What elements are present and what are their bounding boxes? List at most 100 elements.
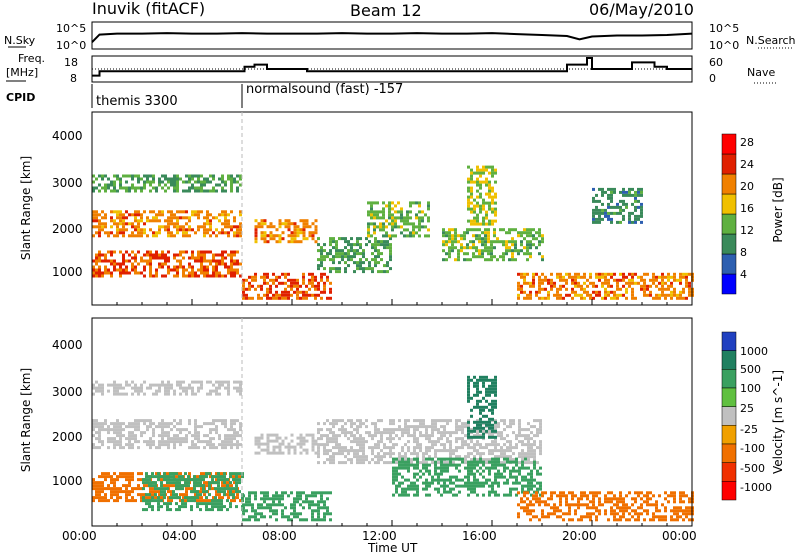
velocity-cell <box>443 446 446 450</box>
power-cell <box>538 296 541 300</box>
velocity-cell <box>317 461 320 465</box>
power-cell <box>176 225 179 229</box>
velocity-cell <box>359 434 362 438</box>
velocity-cell <box>425 487 428 491</box>
velocity-cell <box>254 439 258 443</box>
velocity-cell <box>107 472 110 476</box>
velocity-cell <box>497 481 500 485</box>
noise-sky-line <box>91 32 693 43</box>
power-cell <box>320 258 323 262</box>
velocity-cell <box>509 443 512 447</box>
velocity-cell <box>224 446 227 450</box>
power-cell <box>305 219 309 223</box>
velocity-cell <box>503 469 506 473</box>
power-cell <box>119 265 122 269</box>
power-cell <box>134 234 137 238</box>
velocity-cell <box>413 446 416 450</box>
velocity-cell <box>311 509 314 513</box>
power-cell <box>137 271 140 275</box>
velocity-cell <box>230 440 233 444</box>
velocity-cell <box>107 425 110 429</box>
power-cell <box>140 216 143 220</box>
power-cell <box>170 234 173 238</box>
velocity-cell <box>449 419 452 423</box>
velocity-cell <box>332 455 335 459</box>
power-cell <box>550 281 553 285</box>
power-cell <box>185 274 188 278</box>
velocity-cell <box>145 478 148 482</box>
power-cell <box>523 252 526 256</box>
velocity-cell <box>515 493 518 497</box>
velocity-cell <box>428 481 431 485</box>
velocity-cell <box>589 506 592 510</box>
velocity-cell <box>269 439 273 443</box>
power-cell <box>400 231 403 235</box>
noise-left-tick-bottom: 10^0 <box>56 39 86 52</box>
power-cell <box>631 281 634 285</box>
power-cell <box>529 284 532 288</box>
power-cell <box>158 225 161 229</box>
power-cell <box>634 199 637 203</box>
velocity-cell <box>482 452 485 456</box>
velocity-cell <box>161 443 164 447</box>
power-cell <box>676 278 679 282</box>
power-cell <box>637 275 640 279</box>
velocity-cell <box>281 512 284 516</box>
velocity-cell <box>368 431 371 435</box>
power-cell <box>526 281 529 285</box>
velocity-cell <box>491 449 494 453</box>
power-cell <box>613 187 616 191</box>
power-cell <box>526 246 529 250</box>
velocity-cell <box>491 411 494 415</box>
velocity-cell <box>175 502 178 506</box>
power-cell <box>365 237 368 241</box>
velocity-cell <box>152 428 155 432</box>
velocity-cell <box>476 378 479 382</box>
velocity-cell <box>530 449 533 453</box>
power-cell <box>260 275 263 279</box>
velocity-cell <box>443 425 446 429</box>
power-cell <box>488 189 491 193</box>
power-cell <box>104 265 107 269</box>
power-cell <box>155 213 158 217</box>
velocity-cell <box>143 431 146 435</box>
power-cell <box>230 274 233 278</box>
power-cell <box>421 210 424 214</box>
power-cell <box>688 272 691 276</box>
power-cell <box>625 275 628 279</box>
power-cell <box>448 231 451 235</box>
power-cell <box>529 296 532 300</box>
velocity-cell <box>425 457 428 461</box>
power-cell <box>161 174 164 178</box>
velocity-cell <box>154 481 157 485</box>
velocity-cell <box>476 452 479 456</box>
power-cell <box>685 284 688 288</box>
velocity-cell <box>458 484 461 488</box>
power-cell <box>374 240 377 244</box>
power-cell <box>377 243 380 247</box>
velocity-cell <box>113 422 116 426</box>
velocity-cell <box>175 484 178 488</box>
velocity-cell <box>452 431 455 435</box>
power-cell <box>592 208 595 212</box>
power-cell <box>544 275 547 279</box>
velocity-cell <box>464 443 467 447</box>
velocity-cell <box>238 478 241 482</box>
velocity-cell <box>410 452 413 456</box>
velocity-cell <box>104 496 107 500</box>
power-cell <box>107 234 110 238</box>
velocity-cell <box>211 508 214 512</box>
velocity-cell <box>194 446 197 450</box>
power-cell <box>622 208 625 212</box>
power-cell <box>520 284 523 288</box>
power-cell <box>152 256 155 260</box>
power-cell <box>601 281 604 285</box>
velocity-cell <box>628 491 631 495</box>
velocity-colorbar-segment <box>721 369 737 389</box>
velocity-cell <box>92 446 95 450</box>
velocity-cell <box>98 428 101 432</box>
velocity-cell <box>107 428 110 432</box>
velocity-cell <box>559 509 562 513</box>
power-cell <box>101 274 104 278</box>
velocity-cell <box>332 437 335 441</box>
